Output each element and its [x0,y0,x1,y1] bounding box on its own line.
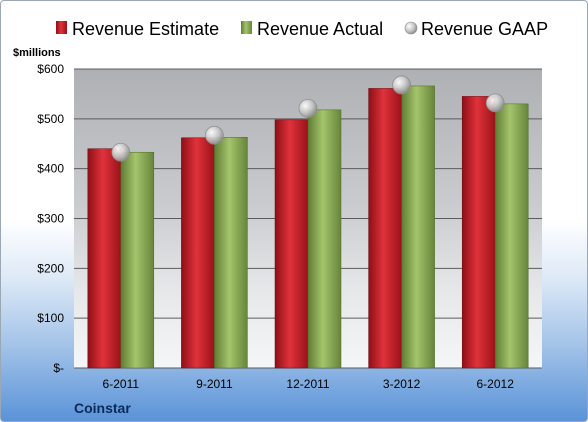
bar-revenue-estimate [181,137,215,369]
legend-swatch [404,21,418,35]
y-tick-label: $400 [37,162,64,176]
x-tick-label: 12-2011 [286,377,329,391]
x-tick-label: 9-2011 [196,377,233,391]
legend: Revenue Estimate Revenue Actual Revenue GA… [56,19,548,39]
marker-revenue-gaap [111,142,131,162]
bar-revenue-actual [120,151,155,369]
bar-revenue-estimate [87,148,122,369]
x-tick-label: 3-2012 [383,377,421,391]
bars [87,75,529,369]
bar-revenue-estimate [368,88,402,369]
y-tick-label: $500 [37,112,64,126]
bar-revenue-estimate [274,119,309,369]
legend-label: Revenue Estimate [72,19,219,39]
y-tick-label: $- [53,361,64,375]
x-tick-label: 6-2012 [477,377,515,391]
x-tick-label: 6-2011 [103,377,140,391]
bar-revenue-actual [214,137,248,369]
x-axis: 6-2011 9-2011 12-2011 3-2012 6-2012 [103,377,515,391]
bar-revenue-estimate [461,96,496,369]
marker-revenue-gaap [392,75,412,95]
y-tick-label: $300 [37,212,64,226]
bar-revenue-actual [401,85,435,369]
legend-swatch [241,21,252,34]
bar-revenue-actual [494,103,529,369]
company-name: Coinstar [74,400,131,416]
y-tick-label: $200 [37,261,64,275]
legend-label: Revenue GAAP [421,19,548,39]
bar-revenue-actual [307,109,342,369]
legend-label: Revenue Actual [257,19,383,39]
marker-revenue-gaap [204,125,224,145]
y-axis: $- $100 $200 $300 $400 $500 $600 [37,62,64,375]
y-unit-label: $millions [13,47,61,59]
legend-swatch [56,21,67,34]
y-tick-label: $600 [37,62,64,76]
y-tick-label: $100 [37,311,64,325]
marker-revenue-gaap [298,98,318,118]
marker-revenue-gaap [485,93,505,113]
